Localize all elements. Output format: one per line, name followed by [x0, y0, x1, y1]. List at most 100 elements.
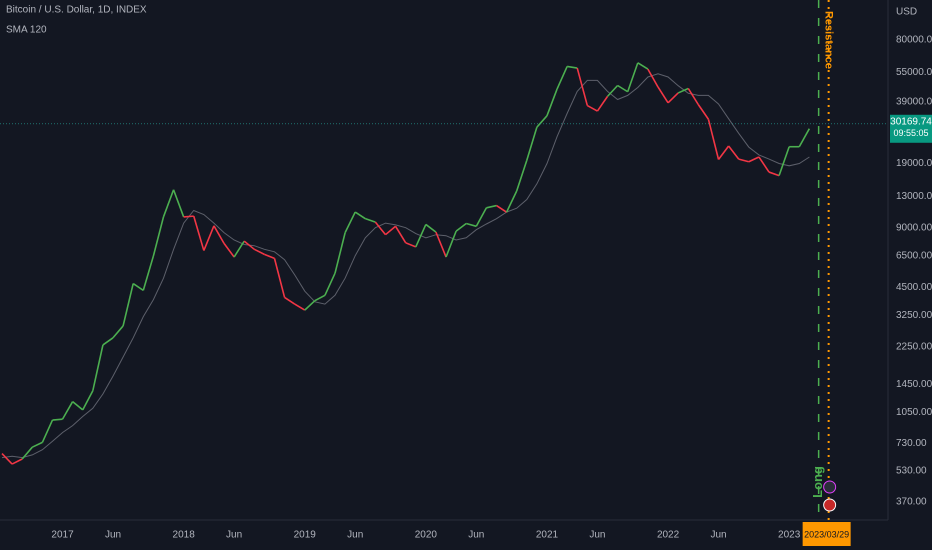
price-segment — [536, 115, 548, 128]
resistance-annotation: Resistance — [823, 11, 835, 69]
y-tick-label: 6500.00 — [896, 250, 932, 261]
x-tick-label: Jun — [347, 530, 363, 541]
price-segment — [475, 207, 488, 227]
price-segment — [92, 344, 104, 391]
price-segment — [102, 337, 114, 346]
price-segment — [61, 401, 74, 420]
price-segment — [466, 222, 477, 228]
x-tick-label: 2017 — [51, 530, 74, 541]
price-segment — [758, 156, 770, 173]
countdown-label: 09:55:05 — [893, 128, 928, 138]
price-segment — [798, 128, 811, 148]
y-tick-label: 9000.00 — [896, 222, 932, 233]
price-segment — [294, 303, 306, 311]
y-axis-label: USD — [896, 7, 917, 18]
price-segment — [586, 104, 598, 112]
price-segment — [183, 215, 194, 218]
x-tick-label: 2020 — [415, 530, 438, 541]
icon — [823, 498, 837, 512]
price-segment — [203, 225, 215, 251]
long-annotation: Long — [810, 466, 825, 498]
price-segment — [697, 104, 710, 120]
price-segment — [687, 88, 700, 106]
y-tick-label: 39000.00 — [896, 96, 932, 107]
y-tick-label: 730.00 — [896, 438, 927, 449]
price-segment — [122, 283, 134, 327]
price-segment — [567, 65, 578, 69]
price-segment — [405, 242, 417, 248]
x-tick-label: Jun — [710, 530, 726, 541]
y-tick-label: 2250.00 — [896, 341, 932, 352]
price-segment — [21, 446, 33, 460]
price-segment — [606, 84, 619, 97]
price-segment — [505, 190, 518, 213]
price-segment — [768, 171, 780, 177]
price-segment — [132, 282, 144, 292]
price-segment — [112, 325, 124, 339]
price-segment — [304, 300, 316, 311]
price-segment — [738, 158, 750, 163]
x-tick-label: Jun — [468, 530, 484, 541]
price-segment — [223, 242, 235, 258]
price-segment — [162, 189, 175, 218]
x-tick-label: 2022 — [657, 530, 680, 541]
price-segment — [152, 216, 165, 257]
x-tick-label: Jun — [105, 530, 121, 541]
y-tick-label: 370.00 — [896, 497, 927, 508]
y-tick-label: 80000.00 — [896, 35, 932, 46]
price-segment — [647, 68, 659, 88]
price-segment — [374, 221, 387, 236]
price-segment — [667, 92, 679, 104]
price-segment — [365, 217, 376, 223]
price-segment — [82, 390, 94, 411]
price-label-box — [890, 114, 932, 143]
price-segment — [546, 88, 558, 117]
price-segment — [556, 66, 568, 90]
legend-main: Bitcoin / U.S. Dollar, 1D, INDEX — [6, 5, 147, 16]
y-tick-label: 1450.00 — [896, 379, 932, 390]
price-segment — [486, 204, 497, 209]
price-segment — [1, 452, 13, 465]
price-segment — [344, 211, 356, 233]
price-segment — [324, 272, 336, 296]
price-segment — [264, 253, 275, 260]
price-segment — [515, 160, 528, 192]
price-segment — [243, 240, 255, 250]
x-tick-label: 2021 — [536, 530, 559, 541]
price-segment — [415, 224, 427, 248]
price-segment — [11, 458, 23, 465]
price-segment — [425, 223, 437, 233]
price-segment — [273, 258, 286, 298]
price-segment — [617, 84, 629, 93]
price-segment — [384, 225, 397, 236]
x-tick-label: 2018 — [173, 530, 196, 541]
price-segment — [596, 95, 609, 112]
price-segment — [677, 87, 689, 94]
price-segment — [455, 222, 467, 232]
y-tick-label: 55000.00 — [896, 67, 932, 78]
price-segment — [192, 215, 205, 251]
price-segment — [354, 211, 366, 220]
price-segment — [748, 156, 760, 163]
price-segment — [445, 230, 457, 258]
price-segment — [394, 225, 407, 244]
price-segment — [526, 126, 538, 161]
price-segment — [41, 419, 54, 443]
price-segment — [334, 232, 346, 274]
price-segment — [52, 418, 63, 421]
date-label-box — [802, 522, 851, 546]
x-tick-label: 2019 — [294, 530, 317, 541]
x-tick-label: Jun — [589, 530, 605, 541]
y-tick-label: 19000.00 — [896, 158, 932, 169]
x-tick-label: Jun — [226, 530, 242, 541]
price-segment — [717, 145, 730, 161]
y-tick-label: 3250.00 — [896, 310, 932, 321]
price-segment — [31, 441, 43, 448]
price-segment — [253, 248, 265, 256]
y-tick-label: 1050.00 — [896, 407, 932, 418]
price-segment — [142, 255, 155, 291]
price-segment — [657, 86, 669, 104]
price-segment — [707, 119, 720, 160]
